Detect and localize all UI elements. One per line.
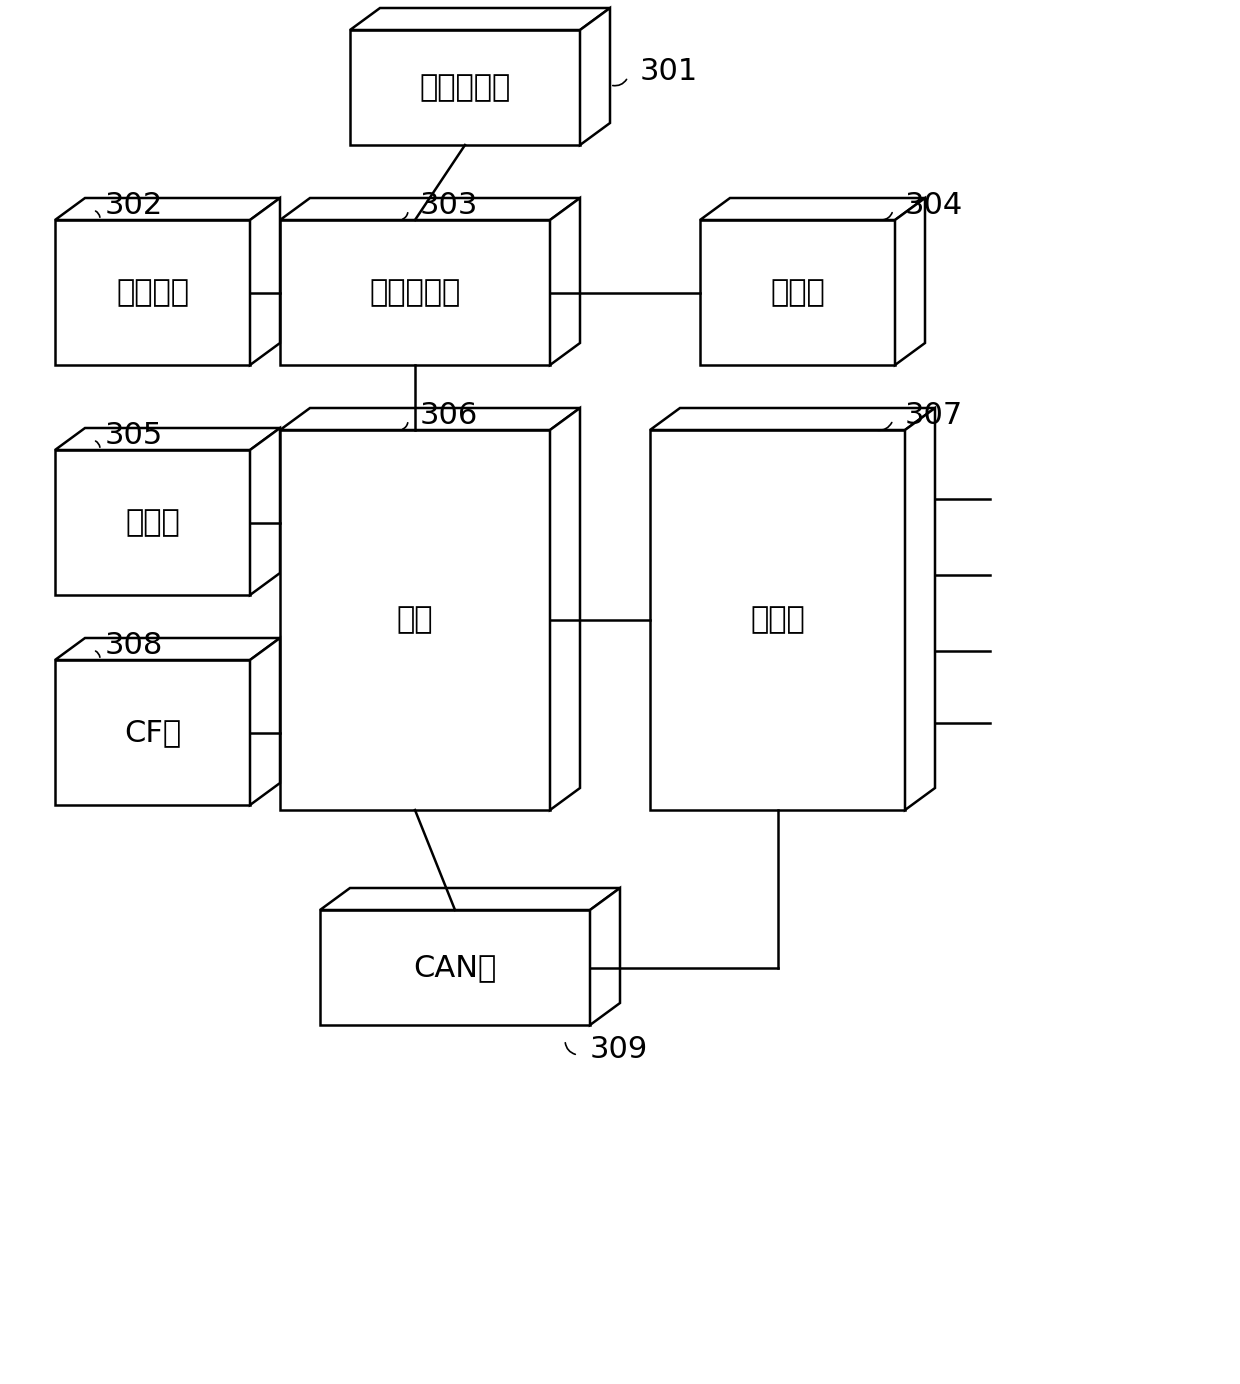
Text: 308: 308	[105, 631, 164, 660]
Polygon shape	[280, 198, 580, 220]
Text: 306: 306	[420, 400, 479, 429]
Text: 301: 301	[640, 58, 698, 86]
Polygon shape	[250, 428, 280, 595]
Polygon shape	[280, 220, 551, 365]
Text: 主板: 主板	[397, 606, 433, 634]
Polygon shape	[55, 450, 250, 595]
Polygon shape	[701, 198, 925, 220]
Text: 液晶显示屏: 液晶显示屏	[419, 73, 511, 102]
Polygon shape	[551, 408, 580, 810]
Polygon shape	[350, 30, 580, 145]
Text: 电源板: 电源板	[125, 508, 180, 537]
Text: CAN板: CAN板	[413, 954, 497, 983]
Text: 303: 303	[420, 191, 479, 220]
Polygon shape	[55, 660, 250, 805]
Polygon shape	[580, 8, 610, 145]
Text: CF卡: CF卡	[124, 718, 181, 747]
Text: 302: 302	[105, 191, 164, 220]
Text: 304: 304	[905, 191, 963, 220]
Polygon shape	[650, 408, 935, 430]
Polygon shape	[551, 198, 580, 365]
Polygon shape	[701, 220, 895, 365]
Polygon shape	[250, 198, 280, 365]
Text: 305: 305	[105, 421, 164, 450]
Text: 人机交互板: 人机交互板	[370, 278, 460, 307]
Polygon shape	[350, 8, 610, 30]
Polygon shape	[590, 889, 620, 1026]
Text: 309: 309	[590, 1035, 649, 1064]
Text: 触摸屏: 触摸屏	[770, 278, 825, 307]
Polygon shape	[55, 198, 280, 220]
Text: 307: 307	[905, 400, 963, 429]
Polygon shape	[320, 889, 620, 911]
Polygon shape	[55, 220, 250, 365]
Polygon shape	[320, 911, 590, 1026]
Polygon shape	[280, 430, 551, 810]
Polygon shape	[55, 428, 280, 450]
Polygon shape	[895, 198, 925, 365]
Polygon shape	[905, 408, 935, 810]
Polygon shape	[280, 408, 580, 430]
Text: 接口板: 接口板	[750, 606, 805, 634]
Polygon shape	[250, 638, 280, 805]
Polygon shape	[650, 430, 905, 810]
Polygon shape	[55, 638, 280, 660]
Text: 薄膜按键: 薄膜按键	[117, 278, 188, 307]
